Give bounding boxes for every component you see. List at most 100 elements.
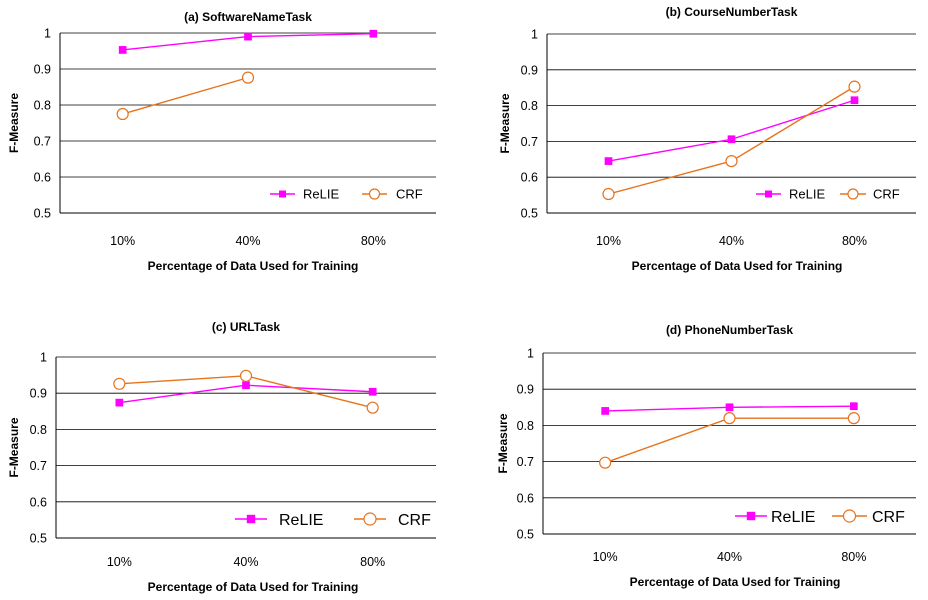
- legend-entry-crf: CRF: [362, 187, 423, 202]
- x-tick-label: 80%: [842, 234, 867, 248]
- series-crf: [116, 71, 255, 121]
- y-tick-label: 0.9: [30, 387, 47, 401]
- chart-title: (d) PhoneNumberTask: [666, 323, 793, 337]
- x-axis-label: Percentage of Data Used for Training: [632, 259, 843, 273]
- data-point: [604, 157, 613, 165]
- legend-marker: [363, 512, 377, 526]
- x-tick-label: 40%: [717, 550, 742, 564]
- x-tick-label: 80%: [841, 550, 866, 564]
- y-tick-label: 0.6: [517, 491, 534, 505]
- data-point: [118, 46, 127, 54]
- x-tick-label: 10%: [593, 550, 618, 564]
- y-tick-label: 0.7: [30, 459, 47, 473]
- data-point: [727, 135, 736, 144]
- y-tick-label: 0.7: [521, 135, 538, 149]
- x-tick-label: 40%: [719, 234, 744, 248]
- data-point: [723, 412, 736, 425]
- x-axis-label: Percentage of Data Used for Training: [148, 259, 359, 273]
- y-axis-label: F-Measure: [7, 93, 21, 153]
- legend-marker: [847, 188, 859, 200]
- chart-c: (c) URLTask 0.5 0.6 0.7 0.8 0.9 1 10% 40% 80%Perc…: [7, 320, 436, 594]
- legend-entry-relie: ReLIE: [735, 509, 815, 526]
- legend: ReLIE CRF: [235, 512, 431, 529]
- legend-marker: [246, 514, 256, 524]
- x-tick-label: 40%: [235, 234, 260, 248]
- y-tick-label: 0.9: [517, 383, 534, 397]
- y-tick-label: 0.6: [521, 171, 538, 185]
- legend: ReLIE CRF: [270, 187, 423, 202]
- y-tick-label: 0.8: [34, 99, 51, 113]
- series-relie: [604, 96, 859, 165]
- y-tick-label: 0.5: [521, 207, 538, 221]
- y-tick-label: 0.9: [521, 63, 538, 77]
- legend-label: ReLIE: [303, 187, 339, 202]
- data-point: [369, 29, 378, 38]
- y-tick-label: 0.6: [30, 495, 47, 509]
- series-relie: [118, 29, 378, 54]
- y-tick-label: 0.5: [30, 532, 47, 546]
- legend-marker: [746, 511, 756, 521]
- legend-label: ReLIE: [789, 187, 825, 202]
- x-axis-label: Percentage of Data Used for Training: [630, 575, 841, 589]
- y-axis-label: F-Measure: [7, 417, 21, 477]
- data-point: [602, 187, 615, 201]
- data-point: [115, 398, 124, 407]
- legend: ReLIE CRF: [735, 509, 905, 526]
- data-point: [242, 381, 250, 390]
- chart-b: (b) CourseNumberTask 0.5 0.6 0.7 0.8 0.9 1 10% 4…: [498, 5, 916, 273]
- data-point: [366, 401, 379, 414]
- series-crf: [599, 412, 860, 469]
- y-tick-label: 0.7: [34, 135, 51, 149]
- legend-label: CRF: [398, 512, 431, 529]
- legend-label: CRF: [872, 509, 905, 526]
- x-axis-label: Percentage of Data Used for Training: [148, 580, 359, 594]
- legend-label: ReLIE: [279, 512, 323, 529]
- y-tick-label: 0.5: [517, 528, 534, 542]
- y-axis-label: F-Measure: [498, 93, 512, 153]
- gridlines: [547, 33, 916, 178]
- legend-label: CRF: [873, 187, 900, 202]
- series-relie: [115, 381, 377, 407]
- x-tick-label: 10%: [596, 234, 621, 248]
- y-tick-label: 0.8: [517, 419, 534, 433]
- chart-a: (a) SoftwareNameTask 0.5 0.6 0.7 0.8 0.9 1 10% 4…: [7, 10, 436, 273]
- legend-entry-crf: CRF: [354, 512, 431, 529]
- series-crf: [602, 80, 861, 201]
- x-tick-label: 10%: [110, 234, 135, 248]
- series-line: [122, 76, 249, 115]
- legend-entry-crf: CRF: [832, 509, 905, 526]
- legend-marker: [368, 188, 381, 200]
- legend-label: ReLIE: [771, 509, 815, 526]
- y-tick-label: 0.5: [34, 207, 51, 221]
- y-tick-label: 0.6: [34, 171, 51, 185]
- legend-marker: [842, 509, 857, 523]
- legend: ReLIE CRF: [756, 187, 900, 202]
- chart-title: (a) SoftwareNameTask: [184, 10, 312, 24]
- data-point: [368, 387, 377, 396]
- series-line: [604, 417, 854, 464]
- legend-marker: [279, 190, 286, 198]
- data-point: [725, 403, 734, 412]
- y-tick-label: 1: [40, 351, 47, 365]
- chart-title: (c) URLTask: [212, 320, 281, 334]
- legend-marker: [765, 190, 772, 198]
- data-point: [849, 402, 858, 411]
- x-tick-label: 80%: [361, 234, 386, 248]
- x-tick-label: 40%: [233, 555, 258, 569]
- data-point: [116, 107, 129, 121]
- y-tick-label: 0.8: [30, 423, 47, 437]
- y-tick-label: 0.9: [34, 63, 51, 77]
- gridlines: [60, 32, 436, 178]
- x-tick-label: 80%: [360, 555, 385, 569]
- series-crf: [113, 369, 379, 414]
- y-axis-label: F-Measure: [496, 413, 510, 473]
- data-point: [850, 96, 859, 105]
- gridlines: [543, 352, 916, 499]
- data-point: [113, 377, 126, 390]
- data-point: [239, 369, 253, 382]
- y-tick-label: 1: [531, 28, 538, 42]
- y-tick-label: 1: [44, 27, 51, 41]
- legend-entry-relie: ReLIE: [270, 187, 339, 202]
- legend-entry-relie: ReLIE: [756, 187, 825, 202]
- series-relie: [601, 402, 858, 415]
